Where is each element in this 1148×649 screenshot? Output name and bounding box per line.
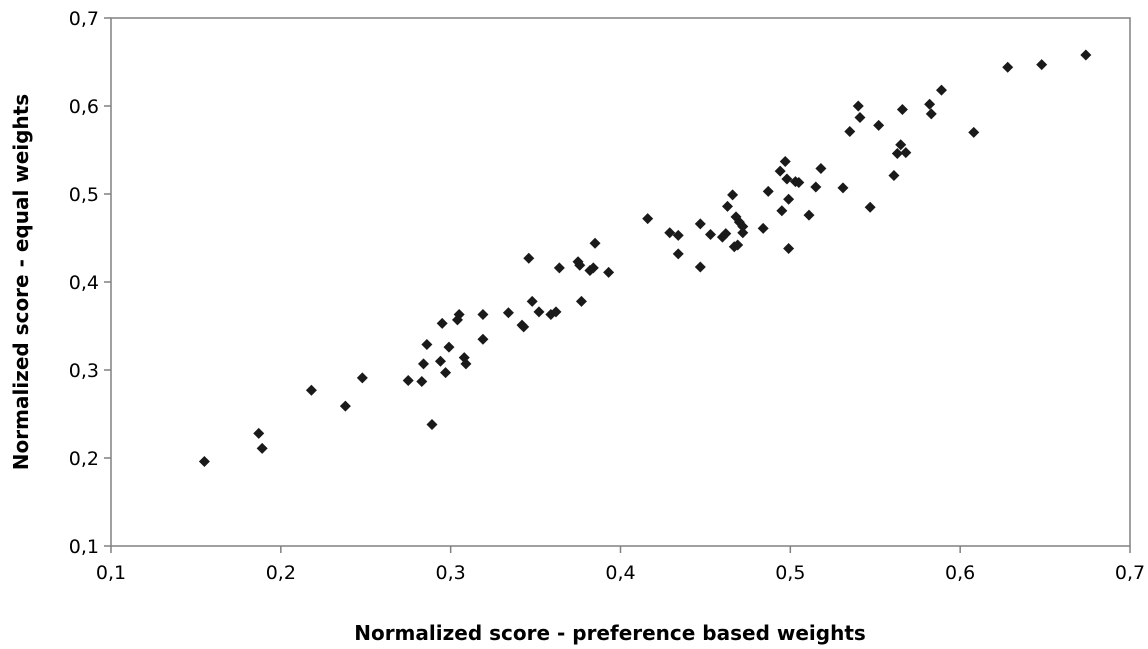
data-point [453,309,465,321]
y-tick-label: 0,4 [69,272,99,294]
data-point [705,228,717,240]
data-point [553,262,565,274]
data-point [781,173,793,185]
x-tick-label: 0,7 [1115,562,1145,584]
x-axis: 0,1 0,2 0,3 0,4 0,5 0,6 0,7 [96,546,1145,584]
data-point [762,185,774,197]
data-point [421,338,433,350]
data-point [873,119,885,131]
data-point [356,372,368,384]
data-point [852,100,864,112]
data-point [523,252,535,264]
data-point [672,248,684,260]
data-point [888,170,900,182]
data-point [896,104,908,116]
x-tick-label: 0,4 [605,562,635,584]
data-point [727,189,739,201]
data-point [694,261,706,273]
data-point [526,295,538,307]
data-point [783,193,795,205]
data-point [460,358,472,370]
y-tick-label: 0,7 [69,8,99,30]
data-point [256,442,268,454]
x-tick-label: 0,6 [945,562,975,584]
data-points [198,49,1092,468]
data-point [854,111,866,123]
data-point [900,147,912,159]
y-tick-label: 0,1 [69,536,99,558]
data-point [844,126,856,138]
y-axis-title: Normalized score - equal weights [9,94,33,470]
data-point [774,165,786,177]
data-point [779,155,791,167]
data-point [434,355,446,367]
data-point [1080,49,1092,61]
data-point [776,205,788,217]
data-point [1036,59,1048,71]
data-point [477,333,489,345]
data-point [589,237,601,249]
data-point [793,177,805,189]
data-point [339,400,351,412]
data-point [721,200,733,212]
data-point [895,139,907,151]
data-point [737,221,749,233]
data-point [732,239,744,251]
x-tick-label: 0,2 [266,562,296,584]
y-tick-label: 0,5 [69,184,99,206]
data-point [642,213,654,225]
data-point [803,209,815,221]
data-point [864,201,876,213]
data-point [737,227,749,239]
data-point [426,419,438,431]
data-point [810,181,822,193]
x-tick-label: 0,5 [775,562,805,584]
data-point [198,456,210,468]
y-axis: 0,1 0,2 0,3 0,4 0,5 0,6 0,7 [69,8,111,558]
data-point [305,384,317,396]
data-point [891,148,903,160]
data-point [440,367,452,379]
data-point [968,126,980,138]
data-point [533,306,545,318]
data-point [757,222,769,234]
data-point [935,84,947,96]
data-point [603,266,615,278]
data-point [720,228,732,240]
data-point [417,358,429,370]
data-point [477,309,489,321]
x-tick-label: 0,1 [96,562,126,584]
data-point [550,306,562,318]
plot-area [110,17,1131,547]
x-axis-title: Normalized score - preference based weig… [354,621,866,645]
data-point [783,243,795,255]
data-point [574,259,586,271]
y-tick-label: 0,3 [69,360,99,382]
data-point [402,375,414,387]
data-point [253,427,265,439]
data-point [518,321,530,333]
data-point [1002,61,1014,73]
y-tick-label: 0,2 [69,448,99,470]
data-point [436,317,448,329]
y-tick-label: 0,6 [69,96,99,118]
data-point [575,295,587,307]
data-point [443,341,455,353]
data-point [925,108,937,120]
x-tick-label: 0,3 [436,562,466,584]
data-point [502,307,514,319]
data-point [837,182,849,194]
data-point [815,162,827,174]
data-point [416,375,428,387]
data-point [694,218,706,230]
data-point [924,98,936,110]
data-point [664,227,676,239]
data-point [672,229,684,241]
data-point [587,262,599,274]
